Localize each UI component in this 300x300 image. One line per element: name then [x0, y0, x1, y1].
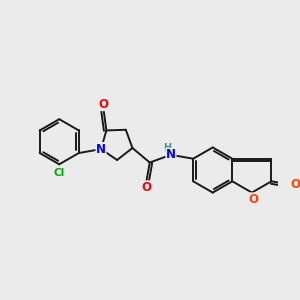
Text: N: N — [166, 148, 176, 161]
Text: O: O — [291, 178, 300, 191]
Text: O: O — [248, 193, 258, 206]
Text: H: H — [164, 143, 172, 153]
Text: N: N — [96, 142, 106, 156]
Text: O: O — [141, 181, 152, 194]
Text: O: O — [99, 98, 109, 111]
Text: Cl: Cl — [54, 168, 65, 178]
